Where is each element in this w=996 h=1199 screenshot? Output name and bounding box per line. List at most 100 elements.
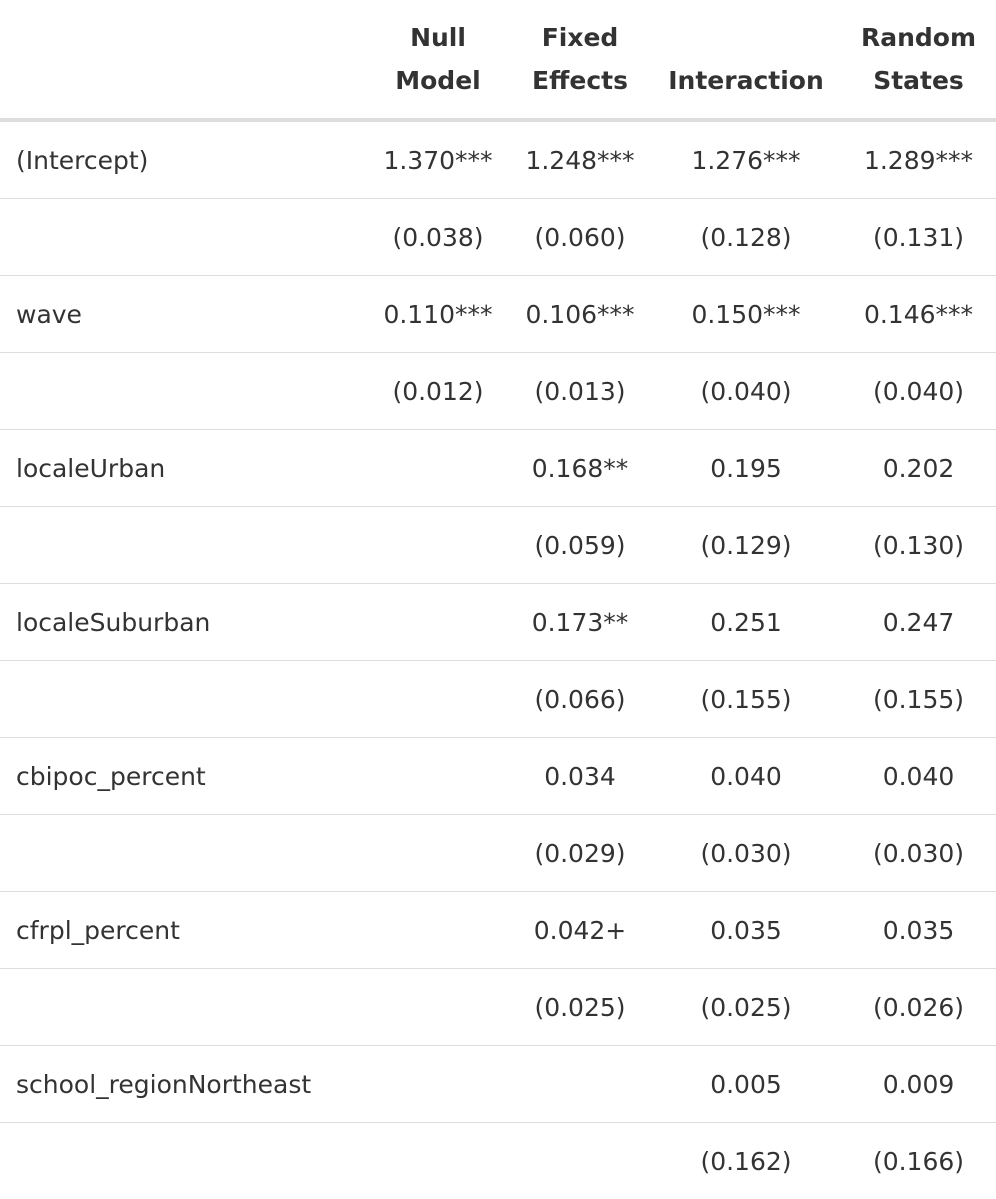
header-line: Interaction: [651, 59, 841, 102]
term-label: [0, 353, 367, 430]
table-header: Null Model Fixed Effects Interaction Ran…: [0, 0, 996, 120]
table-row: (0.025)(0.025)(0.026): [0, 969, 996, 1046]
fixed-effects-value: 0.042+: [509, 892, 651, 969]
null-model-value: [367, 815, 509, 892]
null-model-value: [367, 1123, 509, 1199]
term-label: [0, 1123, 367, 1199]
table-row: (0.066)(0.155)(0.155): [0, 661, 996, 738]
random-states-value: 0.035: [841, 892, 996, 969]
interaction-value: (0.128): [651, 199, 841, 276]
null-model-value: [367, 584, 509, 661]
table-row: (0.059)(0.129)(0.130): [0, 507, 996, 584]
fixed-effects-value: (0.059): [509, 507, 651, 584]
header-line: [651, 16, 841, 59]
interaction-value: (0.155): [651, 661, 841, 738]
fixed-effects-value: (0.029): [509, 815, 651, 892]
null-model-value: [367, 892, 509, 969]
header-row: Null Model Fixed Effects Interaction Ran…: [0, 0, 996, 120]
random-states-value: 0.247: [841, 584, 996, 661]
header-null-model: Null Model: [367, 0, 509, 120]
term-label: [0, 507, 367, 584]
term-label: wave: [0, 276, 367, 353]
term-label: (Intercept): [0, 120, 367, 199]
fixed-effects-value: (0.025): [509, 969, 651, 1046]
header-line: Fixed: [509, 16, 651, 59]
null-model-value: [367, 430, 509, 507]
null-model-value: 1.370***: [367, 120, 509, 199]
term-label: [0, 969, 367, 1046]
term-label: [0, 815, 367, 892]
random-states-value: (0.130): [841, 507, 996, 584]
interaction-value: (0.162): [651, 1123, 841, 1199]
header-interaction: Interaction: [651, 0, 841, 120]
random-states-value: (0.166): [841, 1123, 996, 1199]
table-body: (Intercept)1.370***1.248***1.276***1.289…: [0, 120, 996, 1199]
null-model-value: [367, 969, 509, 1046]
fixed-effects-value: (0.066): [509, 661, 651, 738]
null-model-value: [367, 507, 509, 584]
null-model-value: (0.012): [367, 353, 509, 430]
term-label: school_regionNortheast: [0, 1046, 367, 1123]
interaction-value: 0.035: [651, 892, 841, 969]
interaction-value: (0.030): [651, 815, 841, 892]
header-line: Model: [367, 59, 509, 102]
random-states-value: (0.030): [841, 815, 996, 892]
fixed-effects-value: [509, 1123, 651, 1199]
fixed-effects-value: 0.106***: [509, 276, 651, 353]
fixed-effects-value: 0.168**: [509, 430, 651, 507]
interaction-value: 0.195: [651, 430, 841, 507]
header-random-states: Random States: [841, 0, 996, 120]
interaction-value: (0.040): [651, 353, 841, 430]
interaction-value: 1.276***: [651, 120, 841, 199]
null-model-value: [367, 661, 509, 738]
interaction-value: 0.150***: [651, 276, 841, 353]
header-line: Null: [367, 16, 509, 59]
fixed-effects-value: 1.248***: [509, 120, 651, 199]
table-row: (0.012)(0.013)(0.040)(0.040): [0, 353, 996, 430]
random-states-value: (0.040): [841, 353, 996, 430]
null-model-value: 0.110***: [367, 276, 509, 353]
header-line: Effects: [509, 59, 651, 102]
random-states-value: (0.155): [841, 661, 996, 738]
random-states-value: 1.289***: [841, 120, 996, 199]
random-states-value: (0.131): [841, 199, 996, 276]
random-states-value: 0.146***: [841, 276, 996, 353]
null-model-value: [367, 738, 509, 815]
term-label: localeSuburban: [0, 584, 367, 661]
fixed-effects-value: 0.034: [509, 738, 651, 815]
null-model-value: [367, 1046, 509, 1123]
table-row: (0.038)(0.060)(0.128)(0.131): [0, 199, 996, 276]
null-model-value: (0.038): [367, 199, 509, 276]
term-label: cfrpl_percent: [0, 892, 367, 969]
random-states-value: 0.009: [841, 1046, 996, 1123]
interaction-value: (0.129): [651, 507, 841, 584]
fixed-effects-value: (0.060): [509, 199, 651, 276]
header-line: Random: [841, 16, 996, 59]
interaction-value: 0.040: [651, 738, 841, 815]
random-states-value: 0.202: [841, 430, 996, 507]
interaction-value: 0.005: [651, 1046, 841, 1123]
interaction-value: 0.251: [651, 584, 841, 661]
fixed-effects-value: 0.173**: [509, 584, 651, 661]
header-line: States: [841, 59, 996, 102]
fixed-effects-value: [509, 1046, 651, 1123]
table-row: (Intercept)1.370***1.248***1.276***1.289…: [0, 120, 996, 199]
term-label: [0, 661, 367, 738]
fixed-effects-value: (0.013): [509, 353, 651, 430]
header-term: [0, 0, 367, 120]
term-label: [0, 199, 367, 276]
term-label: localeUrban: [0, 430, 367, 507]
header-fixed-effects: Fixed Effects: [509, 0, 651, 120]
random-states-value: (0.026): [841, 969, 996, 1046]
term-label: cbipoc_percent: [0, 738, 367, 815]
table-row: (0.029)(0.030)(0.030): [0, 815, 996, 892]
table-row: (0.162)(0.166): [0, 1123, 996, 1199]
random-states-value: 0.040: [841, 738, 996, 815]
